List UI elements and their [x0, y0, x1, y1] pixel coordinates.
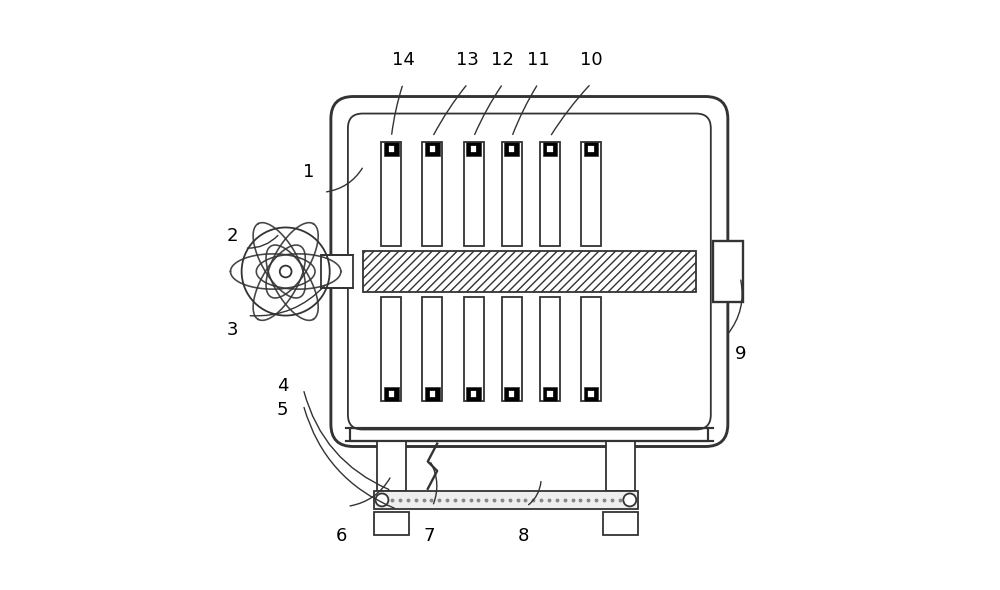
Bar: [543, 142, 557, 156]
Text: 11: 11: [527, 51, 550, 69]
Bar: [350, 428, 708, 441]
Bar: [422, 297, 442, 401]
Bar: [713, 241, 743, 302]
Bar: [422, 142, 442, 246]
Bar: [606, 441, 635, 490]
Bar: [430, 391, 435, 396]
Text: 3: 3: [227, 321, 239, 339]
Bar: [504, 142, 519, 156]
Bar: [502, 297, 522, 401]
Bar: [502, 142, 522, 246]
Bar: [603, 512, 638, 535]
Bar: [466, 386, 481, 401]
Bar: [588, 391, 594, 396]
Circle shape: [280, 266, 292, 277]
Bar: [471, 391, 476, 396]
Bar: [547, 391, 553, 396]
Text: 2: 2: [227, 227, 239, 245]
Bar: [384, 142, 399, 156]
Bar: [584, 142, 598, 156]
Text: 7: 7: [424, 527, 435, 545]
Text: 4: 4: [277, 377, 288, 395]
Bar: [466, 142, 481, 156]
Bar: [581, 297, 601, 401]
Bar: [425, 386, 440, 401]
Bar: [321, 255, 353, 288]
Bar: [381, 297, 401, 401]
Text: 6: 6: [336, 527, 347, 545]
Bar: [509, 146, 514, 152]
Bar: [464, 142, 484, 246]
Bar: [425, 142, 440, 156]
Text: 14: 14: [392, 51, 415, 69]
Bar: [509, 391, 514, 396]
Bar: [581, 142, 601, 246]
Text: 1: 1: [303, 163, 315, 181]
Bar: [471, 146, 476, 152]
Bar: [430, 146, 435, 152]
Circle shape: [376, 493, 388, 506]
Bar: [384, 386, 399, 401]
Bar: [389, 146, 394, 152]
Bar: [381, 142, 401, 246]
Bar: [374, 490, 638, 509]
Bar: [543, 386, 557, 401]
Text: 8: 8: [518, 527, 529, 545]
Bar: [540, 297, 560, 401]
Text: 13: 13: [456, 51, 479, 69]
Circle shape: [623, 493, 636, 506]
Bar: [377, 441, 406, 490]
Bar: [389, 391, 394, 396]
Bar: [504, 386, 519, 401]
Bar: [588, 146, 594, 152]
Bar: [540, 142, 560, 246]
Bar: [374, 512, 409, 535]
Text: 10: 10: [580, 51, 602, 69]
FancyBboxPatch shape: [348, 113, 711, 430]
Text: 12: 12: [491, 51, 514, 69]
Text: 9: 9: [735, 345, 747, 363]
Bar: [584, 386, 598, 401]
Bar: [464, 297, 484, 401]
Bar: [547, 146, 553, 152]
FancyBboxPatch shape: [331, 97, 728, 447]
Bar: [363, 251, 696, 292]
Text: 5: 5: [277, 401, 288, 418]
